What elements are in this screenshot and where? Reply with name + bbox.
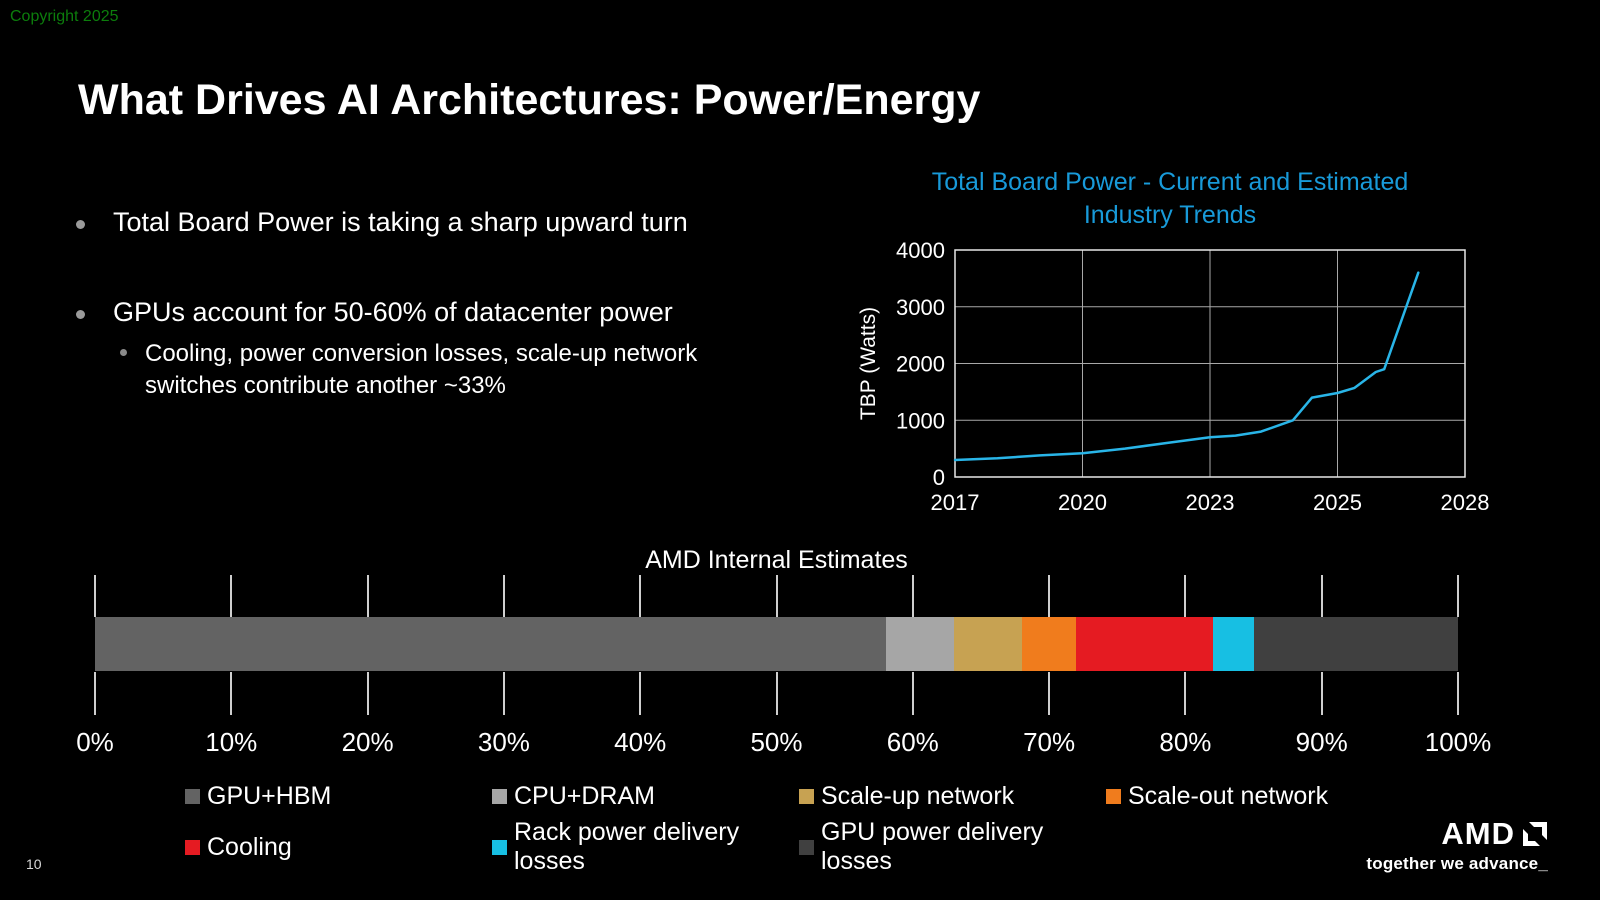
axis-tick bbox=[911, 672, 914, 715]
axis-label: 40% bbox=[614, 727, 667, 757]
amd-logo: AMD bbox=[1366, 816, 1548, 852]
axis-label: 100% bbox=[1424, 727, 1492, 757]
axis-tick bbox=[230, 672, 233, 715]
axis-tick bbox=[911, 575, 914, 617]
bullet-text: GPUs account for 50-60% of datacenter po… bbox=[113, 297, 673, 327]
axis-tick bbox=[94, 575, 96, 617]
legend-item: Scale-out network bbox=[1106, 782, 1413, 811]
legend-swatch-icon bbox=[492, 839, 507, 855]
legend-label: Rack power delivery losses bbox=[514, 818, 740, 875]
amd-brand: AMD together we advance_ bbox=[1366, 816, 1548, 874]
legend-item: Scale-up network bbox=[799, 782, 1106, 811]
bar-segment bbox=[885, 617, 954, 671]
legend-item: Cooling bbox=[185, 818, 492, 876]
bar-segment bbox=[1212, 617, 1254, 671]
axis-tick bbox=[366, 672, 369, 715]
x-tick-label: 2028 bbox=[1441, 490, 1490, 515]
legend-item: CPU+DRAM bbox=[492, 782, 799, 811]
bullet-icon bbox=[76, 220, 85, 229]
bullet-icon bbox=[76, 310, 85, 319]
axis-tick bbox=[1457, 575, 1459, 617]
axis-label: 60% bbox=[886, 727, 939, 757]
sub-bullet-item-cooling: Cooling, power conversion losses, scale-… bbox=[120, 338, 745, 401]
legend-swatch-icon bbox=[799, 839, 814, 855]
legend-item: GPU power delivery losses bbox=[799, 818, 1106, 876]
axis-tick bbox=[775, 575, 778, 617]
amd-tagline: together we advance_ bbox=[1366, 854, 1548, 873]
stacked-bar-chart: 0% 10% 20% 30% 40% 50% 60% 70% 80% 90% 100% bbox=[76, 575, 1491, 770]
tbp-trend-line bbox=[953, 271, 1420, 462]
legend-label: GPU power delivery losses bbox=[821, 818, 1044, 875]
x-tick-label: 2017 bbox=[931, 490, 980, 515]
legend-swatch-icon bbox=[1106, 789, 1121, 804]
axis-tick bbox=[502, 575, 505, 617]
y-tick-label: 3000 bbox=[896, 295, 945, 320]
axis-label: 10% bbox=[205, 727, 258, 757]
amd-arrow-logo-icon bbox=[1523, 822, 1547, 846]
axis-tick bbox=[775, 672, 778, 715]
legend-label: CPU+DRAM bbox=[514, 782, 655, 810]
line-chart-title-line2: Industry Trends bbox=[1083, 200, 1257, 229]
tbp-line-chart: 0 1000 2000 3000 4000 2017 2020 2023 2025 2028 TBP… bbox=[857, 240, 1490, 515]
legend-item: GPU+HBM bbox=[185, 782, 492, 811]
y-tick-label: 1000 bbox=[896, 408, 945, 433]
chart-legend: GPU+HBM CPU+DRAM Scale-up network Scale-out… bbox=[185, 782, 1413, 876]
legend-swatch-icon bbox=[799, 789, 814, 804]
y-axis-label: TBP (Watts) bbox=[857, 307, 880, 420]
legend-swatch-icon bbox=[185, 839, 200, 855]
axis-label: 70% bbox=[1023, 727, 1076, 757]
axis-tick bbox=[1184, 672, 1187, 715]
legend-label: Scale-out network bbox=[1128, 782, 1329, 810]
bullet-item-gpus: GPUs account for 50-60% of datacenter po… bbox=[76, 297, 673, 328]
page-title: What Drives AI Architectures: Power/Ener… bbox=[78, 76, 981, 124]
axis-tick bbox=[230, 575, 233, 617]
sub-bullet-text: Cooling, power conversion losses, scale-… bbox=[145, 340, 698, 399]
bar-segment bbox=[1021, 617, 1077, 671]
axis-tick bbox=[1048, 672, 1051, 715]
axis-tick bbox=[1320, 672, 1323, 715]
axis-label: 50% bbox=[750, 727, 803, 757]
legend-item: Rack power delivery losses bbox=[492, 818, 799, 876]
x-tick-label: 2020 bbox=[1058, 490, 1107, 515]
x-tick-label: 2023 bbox=[1186, 490, 1235, 515]
axis-tick bbox=[1457, 672, 1459, 715]
axis-tick bbox=[94, 672, 96, 715]
bar-segment bbox=[1253, 617, 1458, 671]
y-tick-label: 4000 bbox=[896, 240, 945, 263]
bullet-item-tbp: Total Board Power is taking a sharp upwa… bbox=[76, 207, 688, 238]
axis-label: 80% bbox=[1159, 727, 1212, 757]
bullet-icon bbox=[120, 349, 127, 356]
x-tick-label: 2025 bbox=[1313, 490, 1362, 515]
axis-tick bbox=[1320, 575, 1323, 617]
legend-swatch-icon bbox=[185, 789, 200, 804]
stacked-bar bbox=[95, 617, 1458, 671]
line-chart-title: Total Board Power - Current and Estimate… bbox=[880, 166, 1460, 231]
axis-tick bbox=[366, 575, 369, 617]
amd-logo-text: AMD bbox=[1441, 816, 1515, 851]
axis-tick bbox=[1048, 575, 1051, 617]
axis-tick bbox=[1184, 575, 1187, 617]
axis-tick bbox=[502, 672, 505, 715]
bar-segment bbox=[953, 617, 1022, 671]
line-chart-title-line1: Total Board Power - Current and Estimate… bbox=[931, 168, 1409, 196]
page-number: 10 bbox=[26, 856, 42, 872]
axis-label: 20% bbox=[341, 727, 394, 757]
axis-label: 30% bbox=[477, 727, 530, 757]
axis-tick bbox=[639, 672, 642, 715]
legend-label: Scale-up network bbox=[821, 782, 1015, 810]
y-tick-label: 2000 bbox=[896, 352, 945, 377]
legend-swatch-icon bbox=[492, 789, 507, 804]
axis-label: 90% bbox=[1295, 727, 1348, 757]
legend-label: GPU+HBM bbox=[207, 782, 332, 810]
bar-chart-title: AMD Internal Estimates bbox=[645, 546, 908, 574]
copyright-notice: Copyright 2025 bbox=[10, 8, 119, 25]
bullet-text: Total Board Power is taking a sharp upwa… bbox=[113, 207, 688, 237]
y-tick-label: 0 bbox=[933, 465, 945, 490]
axis-tick bbox=[639, 575, 642, 617]
axis-label: 0% bbox=[76, 727, 114, 757]
bar-segment bbox=[1076, 617, 1213, 671]
legend-label: Cooling bbox=[207, 832, 292, 861]
bar-segment bbox=[95, 617, 886, 671]
